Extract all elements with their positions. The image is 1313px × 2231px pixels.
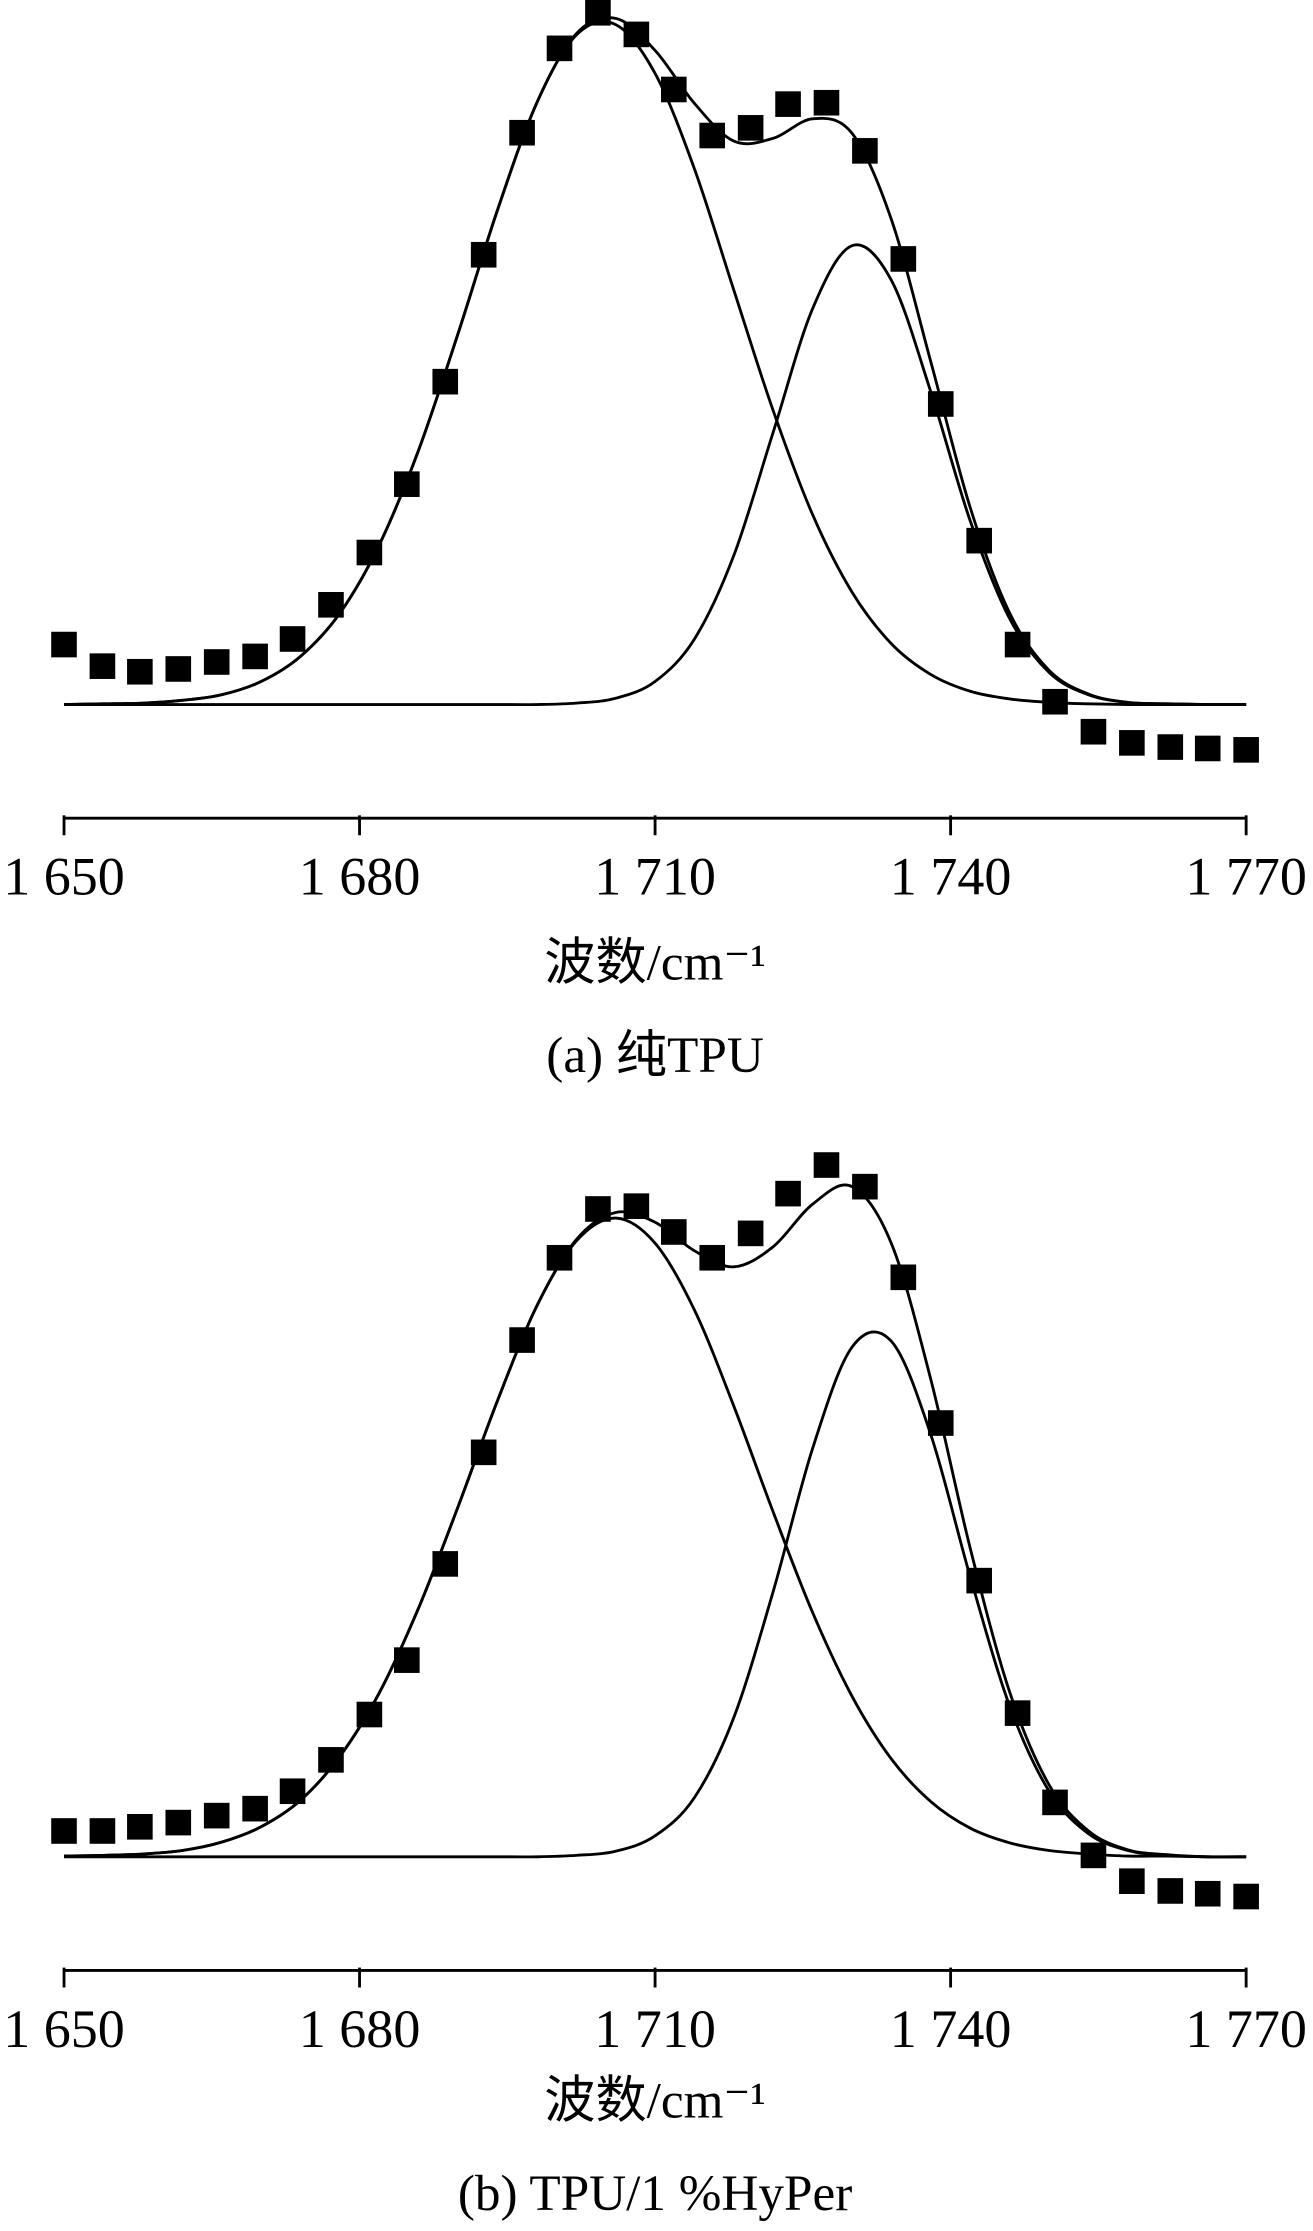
data-point <box>1119 1868 1145 1894</box>
data-point <box>927 391 954 417</box>
data-point <box>1119 730 1145 756</box>
data-point <box>1233 737 1259 763</box>
fit-curve <box>63 1183 1247 1859</box>
x-tick-label: 1 710 <box>594 1999 716 2059</box>
data-point <box>242 1795 268 1822</box>
data-point <box>699 1244 726 1271</box>
x-axis-label: 波数/cm⁻¹ <box>544 2072 766 2129</box>
data-point <box>890 1264 917 1291</box>
data-point <box>279 1778 306 1805</box>
data-point <box>737 115 764 141</box>
data-point <box>813 1152 840 1178</box>
data-point <box>585 1196 611 1222</box>
data-point <box>890 246 917 272</box>
data-point <box>432 1551 459 1577</box>
data-point <box>470 1439 497 1466</box>
caption: (a) 纯TPU <box>546 1027 764 1084</box>
data-point <box>1042 1789 1068 1816</box>
data-point <box>394 471 420 497</box>
data-point <box>813 89 840 116</box>
data-point <box>127 1813 153 1840</box>
x-axis-label: 波数/cm⁻¹ <box>544 934 766 991</box>
data-point <box>966 527 992 554</box>
data-point <box>1194 1880 1221 1907</box>
data-point <box>927 1410 954 1436</box>
data-point <box>356 1701 383 1728</box>
data-point <box>509 119 535 146</box>
data-point <box>775 91 801 117</box>
data-point <box>51 1818 77 1844</box>
data-point <box>966 1567 992 1594</box>
data-point <box>546 35 573 62</box>
fit-curve <box>63 1216 1247 1859</box>
data-point <box>127 658 153 685</box>
data-point <box>242 643 268 670</box>
x-tick-label: 1 680 <box>299 1999 421 2059</box>
data-point <box>1233 1883 1259 1910</box>
data-point <box>1194 735 1221 762</box>
fit-curve <box>64 1330 1247 1859</box>
data-point <box>318 592 344 618</box>
data-point <box>89 1818 116 1844</box>
data-point <box>737 1220 764 1247</box>
data-point <box>279 626 306 652</box>
data-point <box>203 649 230 675</box>
data-point <box>203 1802 230 1829</box>
data-point <box>1157 734 1184 760</box>
fit-curve <box>63 20 1247 707</box>
data-point <box>1080 718 1107 745</box>
x-tick-label: 1 770 <box>1185 1999 1307 2059</box>
data-point <box>699 122 726 149</box>
data-point <box>546 1244 573 1271</box>
data-point <box>1080 1842 1107 1869</box>
data-point <box>165 1809 192 1836</box>
data-point <box>1004 1700 1031 1726</box>
data-point <box>660 1219 687 1245</box>
data-point <box>89 653 116 679</box>
data-point <box>1042 688 1068 715</box>
data-point <box>165 656 192 682</box>
x-tick-label: 1 740 <box>890 1999 1012 2059</box>
caption: (b) TPU/1 %HyPer <box>458 2165 852 2222</box>
data-point <box>585 0 611 26</box>
data-point <box>509 1327 535 1353</box>
data-point <box>623 21 650 48</box>
fit-curve <box>64 243 1247 707</box>
x-tick-label: 1 680 <box>299 847 421 907</box>
data-point <box>660 76 687 103</box>
x-tick-label: 1 650 <box>3 1999 125 2059</box>
x-tick-label: 1 710 <box>594 847 716 907</box>
data-point <box>852 138 878 164</box>
data-point <box>356 539 383 566</box>
x-tick-label: 1 770 <box>1185 847 1307 907</box>
data-point <box>318 1747 344 1773</box>
data-point <box>852 1173 878 1200</box>
data-point <box>1157 1878 1184 1904</box>
x-tick-label: 1 650 <box>3 847 125 907</box>
data-point <box>394 1647 420 1673</box>
fit-curve <box>63 16 1247 707</box>
data-point <box>623 1193 650 1219</box>
data-point <box>1004 631 1031 658</box>
data-point <box>51 631 77 658</box>
data-point <box>775 1180 801 1207</box>
x-tick-label: 1 740 <box>890 847 1012 907</box>
data-point <box>432 368 459 395</box>
data-point <box>470 241 497 268</box>
